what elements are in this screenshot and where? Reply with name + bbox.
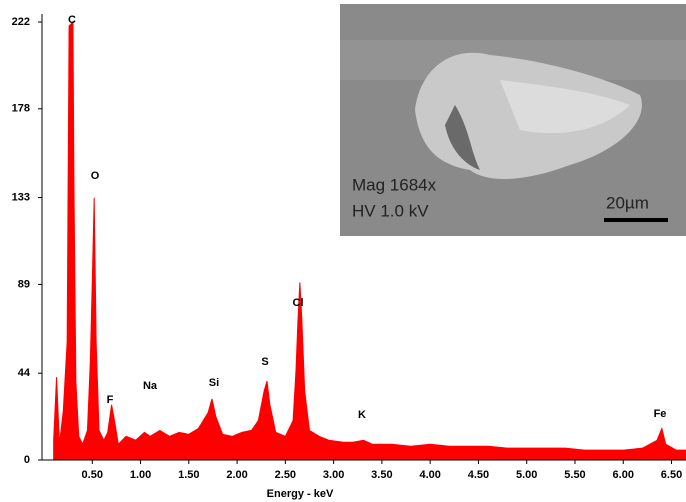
x-tick-label: 3.50	[371, 469, 392, 481]
peak-label: O	[91, 170, 100, 182]
peak-label: Na	[143, 380, 158, 392]
x-tick-label: 2.00	[226, 469, 247, 481]
peak-label: Si	[209, 377, 219, 389]
peak-label: K	[358, 409, 366, 421]
x-tick-label: 2.50	[275, 469, 296, 481]
inset-scale-label: 20µm	[606, 193, 649, 212]
inset-image: Mag 1684x HV 1.0 kV 20µm	[340, 4, 686, 236]
x-tick-label: 5.00	[516, 469, 537, 481]
y-tick-label: 89	[18, 278, 30, 290]
y-tick-label: 222	[12, 16, 30, 28]
x-tick-label: 6.50	[661, 469, 682, 481]
x-tick-label: 1.50	[178, 469, 199, 481]
peak-label: C	[68, 14, 76, 26]
peak-label: Cl	[293, 297, 304, 309]
y-tick-label: 133	[12, 192, 30, 204]
x-tick-label: 1.00	[130, 469, 151, 481]
x-tick-label: 3.00	[323, 469, 344, 481]
y-tick-label: 0	[24, 454, 30, 466]
x-tick-label: 6.00	[613, 469, 634, 481]
inset-hv: HV 1.0 kV	[352, 201, 429, 220]
chart: Mag 1684x HV 1.0 kV 20µm Energy - keV 0 4…	[0, 0, 686, 502]
peak-label: S	[261, 356, 268, 368]
x-tick-label: 0.50	[82, 469, 103, 481]
inset-mag: Mag 1684x	[352, 175, 437, 194]
y-tick-label: 44	[18, 367, 31, 379]
x-tick-label: 4.00	[419, 469, 440, 481]
x-tick-label: 4.50	[468, 469, 489, 481]
x-tick-label: 5.50	[564, 469, 585, 481]
y-tick-label: 178	[12, 103, 30, 115]
x-axis-label: Energy - keV	[267, 488, 334, 500]
scale-bar	[604, 218, 668, 222]
peak-label: Fe	[654, 408, 667, 420]
peak-label: F	[107, 394, 114, 406]
